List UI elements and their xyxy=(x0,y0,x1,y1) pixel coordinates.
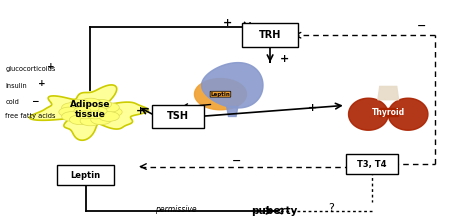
Circle shape xyxy=(62,103,82,112)
Circle shape xyxy=(70,99,90,109)
Polygon shape xyxy=(201,62,263,108)
Text: −: − xyxy=(417,21,426,31)
Text: Adipose
tissue: Adipose tissue xyxy=(70,100,111,119)
Text: TSH: TSH xyxy=(167,112,189,121)
Circle shape xyxy=(70,115,90,125)
Text: +: + xyxy=(308,103,317,112)
Circle shape xyxy=(80,116,101,126)
Text: free fatty acids: free fatty acids xyxy=(5,113,56,119)
Text: +: + xyxy=(136,106,145,116)
FancyBboxPatch shape xyxy=(242,23,299,47)
Circle shape xyxy=(101,107,122,117)
Circle shape xyxy=(90,107,107,115)
Polygon shape xyxy=(378,86,399,100)
Text: Leptin: Leptin xyxy=(210,92,230,97)
Circle shape xyxy=(77,111,94,119)
Circle shape xyxy=(87,111,104,119)
Circle shape xyxy=(59,107,80,117)
Text: Insulin: Insulin xyxy=(5,83,27,89)
Circle shape xyxy=(74,107,91,115)
Circle shape xyxy=(99,103,119,112)
Polygon shape xyxy=(29,85,148,140)
Polygon shape xyxy=(348,98,388,130)
Text: ?: ? xyxy=(328,203,335,213)
Text: −: − xyxy=(31,97,39,106)
Circle shape xyxy=(62,112,82,121)
Polygon shape xyxy=(227,106,238,116)
Text: cold: cold xyxy=(5,99,19,105)
Text: TRH: TRH xyxy=(259,30,281,40)
Text: +: + xyxy=(38,79,46,88)
Polygon shape xyxy=(388,98,428,130)
Text: Thyroid: Thyroid xyxy=(372,108,405,116)
Text: permissive: permissive xyxy=(155,205,196,214)
Polygon shape xyxy=(379,108,398,116)
Circle shape xyxy=(99,112,119,121)
Circle shape xyxy=(82,104,99,112)
FancyBboxPatch shape xyxy=(346,154,398,174)
Text: Leptin: Leptin xyxy=(71,171,101,180)
Circle shape xyxy=(91,99,111,109)
Circle shape xyxy=(80,98,101,108)
FancyBboxPatch shape xyxy=(57,166,114,185)
FancyBboxPatch shape xyxy=(152,105,204,128)
Text: +: + xyxy=(47,62,55,71)
Text: puberty: puberty xyxy=(251,206,298,216)
Circle shape xyxy=(91,115,111,125)
Text: +: + xyxy=(223,17,232,28)
Text: +: + xyxy=(280,54,289,64)
Polygon shape xyxy=(194,79,246,110)
Text: glucocorticoids: glucocorticoids xyxy=(5,66,56,72)
Text: −: − xyxy=(232,156,242,166)
Text: T3, T4: T3, T4 xyxy=(357,160,386,169)
